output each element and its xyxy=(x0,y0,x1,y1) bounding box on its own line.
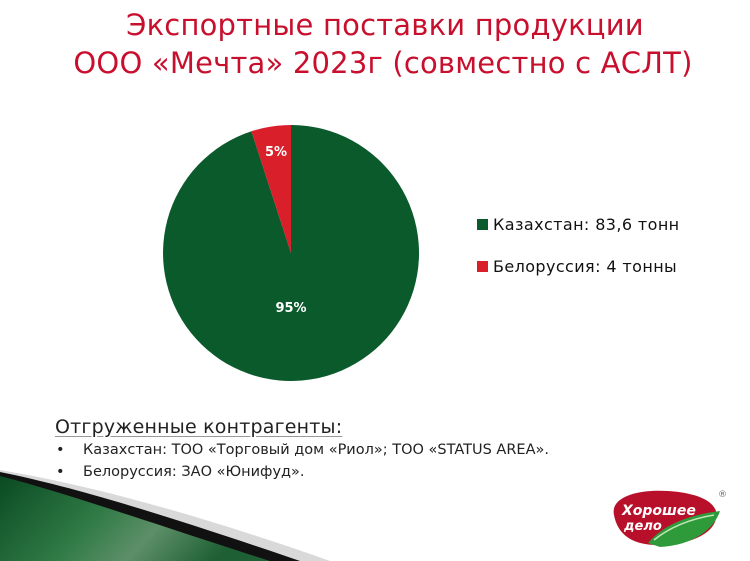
legend-item-belarus: Белоруссия: 4 тонны xyxy=(477,255,680,277)
pie-slice-belarus xyxy=(251,125,291,253)
pie-label-belarus: 5% xyxy=(265,145,287,160)
contractor-text: Белоруссия: ЗАО «Юнифуд». xyxy=(83,464,305,480)
legend-item-kazakhstan: Казахстан: 83,6 тонн xyxy=(477,213,680,235)
title-line-1: Экспортные поставки продукции xyxy=(126,8,644,42)
legend-label: Белоруссия: 4 тонны xyxy=(493,256,678,276)
pie-slice-kazakhstan xyxy=(163,125,420,381)
contractor-text: Казахстан: ТОО «Торговый дом «Риол»; ТОО… xyxy=(83,442,549,458)
legend-label: Казахстан: 83,6 тонн xyxy=(493,214,680,234)
contractor-item-kazakhstan: • Казахстан: ТОО «Торговый дом «Риол»; Т… xyxy=(56,439,549,461)
logo-text-line1: Хорошее xyxy=(621,503,696,519)
contractors-section: Отгруженные контрагенты: • Казахстан: ТО… xyxy=(55,415,549,483)
pie-chart: 5% 95% xyxy=(163,125,420,381)
brand-logo: Хорошее дело ® xyxy=(613,490,727,547)
contractor-item-belarus: • Белоруссия: ЗАО «Юнифуд». xyxy=(56,461,549,483)
registered-mark-icon: ® xyxy=(718,490,727,500)
slide-title: Экспортные поставки продукции ООО «Мечта… xyxy=(0,6,750,82)
decorative-swoosh xyxy=(0,470,330,561)
pie-label-kazakhstan: 95% xyxy=(275,301,306,316)
bullet-icon: • xyxy=(56,464,65,480)
legend-swatch-green-icon xyxy=(477,218,488,230)
title-line-2: ООО «Мечта» 2023г (совместно с АСЛТ) xyxy=(73,46,693,80)
bullet-icon: • xyxy=(56,442,65,458)
contractors-title: Отгруженные контрагенты: xyxy=(55,416,343,438)
logo-text-line2: дело xyxy=(623,519,662,534)
legend-swatch-red-icon xyxy=(477,260,488,272)
chart-legend: Казахстан: 83,6 тонн Белоруссия: 4 тонны xyxy=(477,213,680,297)
